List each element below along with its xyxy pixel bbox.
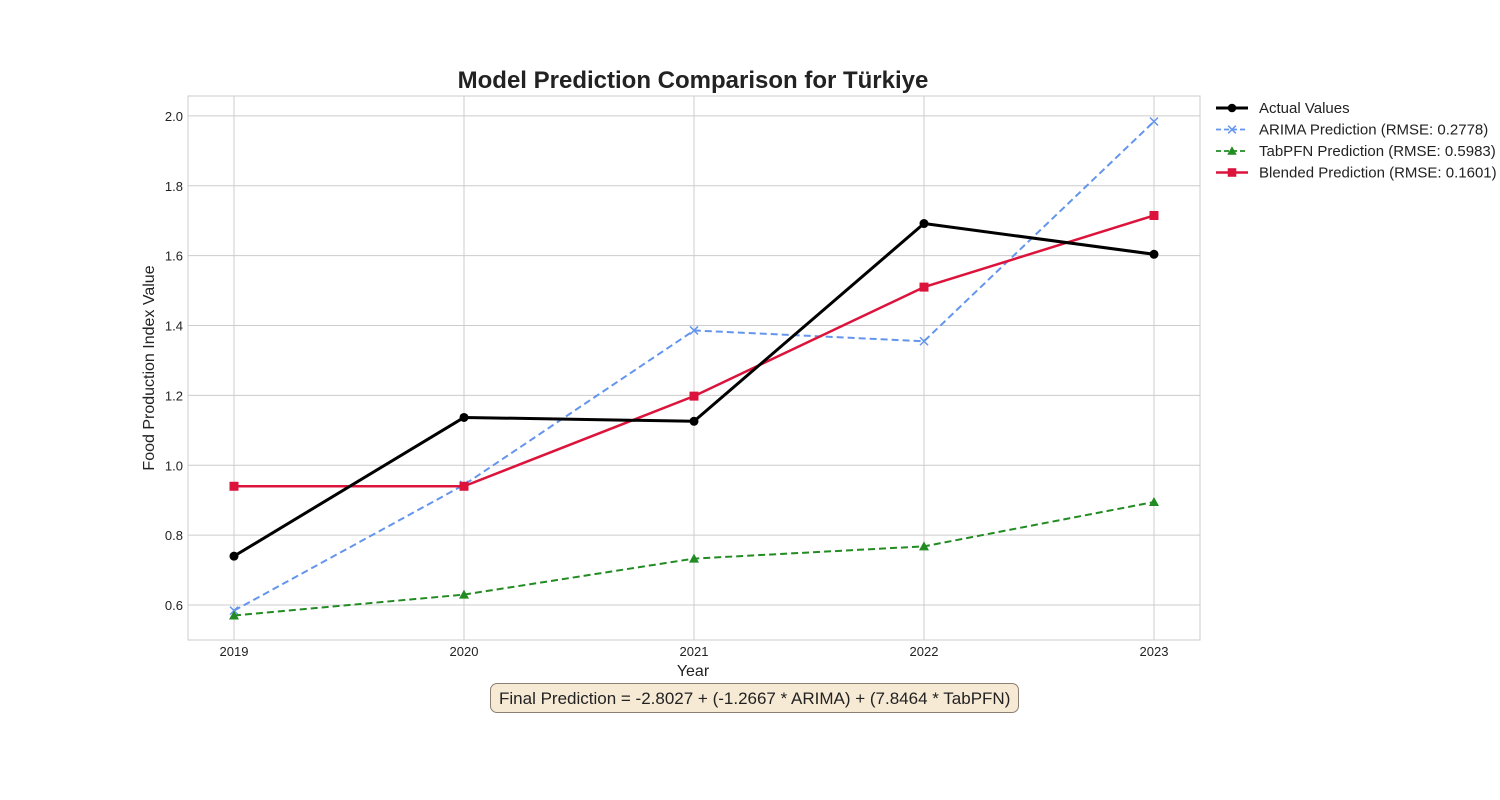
legend-label: TabPFN Prediction (RMSE: 0.5983) [1259,143,1496,160]
data-point [1149,116,1159,127]
chart-title: Model Prediction Comparison for Türkiye [458,67,929,94]
y-tick-label: 0.6 [165,598,183,613]
series-3 [229,210,1159,491]
x-tick-label: 2023 [1140,644,1169,659]
legend-item: TabPFN Prediction (RMSE: 0.5983) [1216,143,1496,160]
series-2 [229,496,1159,620]
y-tick-label: 2.0 [165,109,183,124]
data-point [689,553,699,563]
data-point [229,610,239,620]
y-tick-label: 0.8 [165,528,183,543]
legend-label: Actual Values [1259,100,1350,117]
x-axis-label: Year [677,663,710,680]
data-point [919,219,929,229]
data-point [229,551,239,561]
series [229,116,1159,620]
legend-label: Blended Prediction (RMSE: 0.1601) [1259,165,1497,182]
y-tick-label: 1.4 [165,319,183,334]
y-tick-label: 1.2 [165,388,183,403]
legend-item: Actual Values [1216,100,1350,117]
data-point [459,589,469,599]
data-point [689,325,699,335]
data-point [1149,249,1159,259]
x-tick-label: 2020 [450,644,479,659]
data-point [689,416,699,426]
legend-swatch-marker [1227,168,1237,177]
data-point [919,282,929,292]
data-point [459,412,469,422]
data-point [919,541,929,551]
legend-label: ARIMA Prediction (RMSE: 0.2778) [1259,122,1488,139]
x-tick-label: 2022 [910,644,939,659]
plot-frame [187,95,1201,641]
y-tick-label: 1.0 [165,458,183,473]
axis-ticks: 2019 2020 2021 2022 2023 0.6 0.8 1.0 1.2 1.4 1.6 1.… [165,109,1169,659]
legend: Actual Values ARIMA Prediction (RMSE: 0.2… [1216,100,1497,182]
data-point [689,391,699,401]
legend-item: Blended Prediction (RMSE: 0.1601) [1216,165,1497,182]
y-tick-label: 1.6 [165,249,183,264]
legend-swatch-marker [1227,103,1237,113]
data-point [1149,496,1159,506]
x-tick-label: 2021 [680,644,709,659]
data-point [229,481,239,491]
data-point [459,481,469,491]
data-point [919,336,929,346]
legend-swatch-marker [1227,146,1237,155]
data-point [1149,210,1159,220]
y-axis-label: Food Production Index Value [141,265,158,470]
y-tick-label: 1.8 [165,179,183,194]
series-0 [229,219,1159,561]
legend-swatch-marker [1227,125,1237,134]
legend-item: ARIMA Prediction (RMSE: 0.2778) [1216,122,1488,139]
formula-annotation: Final Prediction = -2.8027 + (-1.2667 * … [490,683,1020,713]
x-tick-label: 2019 [220,644,249,659]
